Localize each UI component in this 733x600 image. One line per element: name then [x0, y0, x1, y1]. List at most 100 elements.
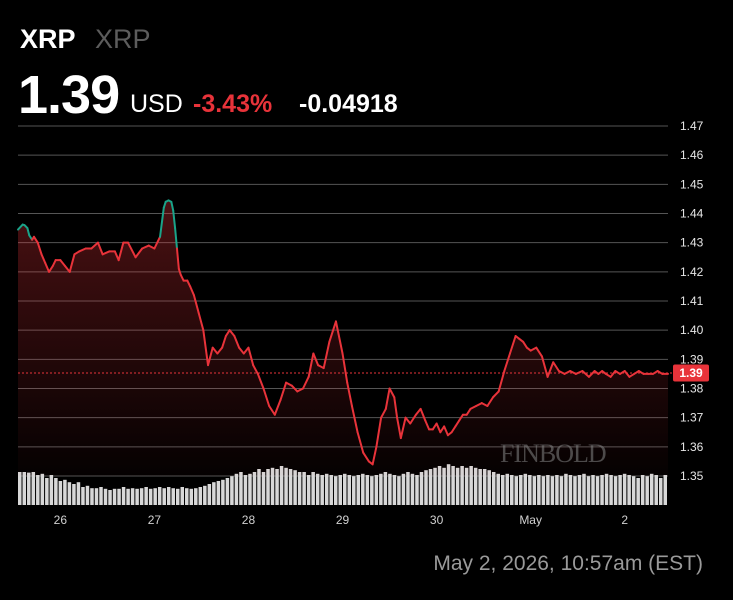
- volume-bar: [315, 473, 320, 505]
- volume-bar: [365, 475, 370, 505]
- price-segment: [350, 405, 359, 434]
- y-tick-label: 1.35: [680, 469, 704, 483]
- volume-bar: [379, 473, 383, 505]
- volume-bar: [112, 488, 117, 505]
- volume-bar: [175, 488, 180, 505]
- volume-bar: [442, 467, 446, 505]
- price-segment: [242, 346, 250, 355]
- volume-bar: [496, 473, 500, 505]
- volume-bar: [302, 472, 306, 505]
- volume-bar: [126, 488, 130, 505]
- volume-bar: [491, 472, 496, 505]
- price-segment: [51, 259, 57, 267]
- price-segment: [141, 244, 150, 250]
- volume-bar: [658, 478, 663, 505]
- volume-bar: [532, 476, 537, 505]
- volume-bar: [559, 476, 564, 505]
- price-segment: [503, 352, 511, 372]
- volume-bar: [469, 466, 473, 505]
- volume-bar: [49, 475, 54, 505]
- volume-bar: [329, 475, 333, 505]
- price-segment: [247, 346, 255, 367]
- volume-bar: [505, 473, 510, 505]
- price-segment: [424, 419, 431, 431]
- volume-bar: [433, 467, 437, 505]
- price-segment: [159, 206, 165, 238]
- asset-name: XRP: [95, 24, 151, 54]
- volume-bar: [473, 467, 478, 505]
- price-segment: [414, 407, 422, 416]
- volume-bar: [343, 473, 347, 505]
- volume-bar: [139, 488, 144, 505]
- last-price-marker: 1.39: [673, 364, 709, 382]
- price-segment: [435, 422, 442, 434]
- price-segment: [535, 346, 543, 358]
- volume-bar: [284, 467, 288, 505]
- price-segment: [147, 244, 156, 250]
- volume-bar: [352, 476, 356, 505]
- volume-bar: [582, 473, 586, 505]
- volume-bar: [640, 475, 645, 505]
- price-segment: [175, 247, 180, 270]
- last-price-label: 1.39: [679, 366, 703, 380]
- volume-bar: [189, 488, 194, 505]
- volume-bar: [103, 488, 108, 505]
- price-segment: [475, 402, 483, 407]
- price-segment: [26, 227, 31, 237]
- x-tick-label: 26: [54, 513, 68, 527]
- price-segment: [312, 352, 320, 367]
- price-segment: [90, 241, 99, 250]
- price-area-fill: [18, 200, 668, 476]
- volume-bar: [94, 488, 99, 505]
- volume-bar: [22, 472, 27, 505]
- volume-bar: [649, 473, 654, 505]
- volume-bar: [478, 469, 482, 505]
- price-segment: [497, 370, 506, 393]
- volume-bar: [157, 487, 162, 505]
- volume-bar: [415, 475, 419, 505]
- volume-bar: [555, 475, 559, 505]
- volume-bar: [72, 484, 76, 505]
- volume-bar: [27, 472, 31, 505]
- volume-bar: [153, 488, 157, 505]
- price-segment: [546, 361, 555, 378]
- price-segment: [262, 387, 271, 407]
- volume-bar: [609, 475, 613, 505]
- y-tick-label: 1.45: [680, 177, 704, 191]
- price-segment: [68, 253, 76, 273]
- price-segment: [552, 361, 560, 372]
- volume-bar: [207, 484, 212, 505]
- price-segment: [256, 372, 265, 390]
- price-segment: [581, 370, 590, 378]
- price-segment: [224, 329, 231, 337]
- y-tick-label: 1.47: [680, 119, 704, 133]
- price-segment: [273, 399, 282, 416]
- y-axis: 1.35 1.36 1.37 1.38 1.39 1.40 1.41 1.42 1.43 1.44…: [680, 119, 704, 483]
- volume-bar: [568, 475, 573, 505]
- volume-bar: [171, 488, 175, 505]
- volume-bar: [108, 490, 112, 505]
- volume-bar: [18, 472, 22, 505]
- y-tick-label: 1.46: [680, 148, 704, 162]
- y-tick-label: 1.43: [680, 236, 704, 250]
- volume-bar: [333, 476, 338, 505]
- volume-bar: [275, 469, 279, 505]
- volume-bar: [410, 473, 415, 505]
- volume-bar: [162, 488, 166, 505]
- price-segment: [207, 346, 214, 367]
- price-segment: [529, 346, 538, 352]
- volume-bar: [198, 487, 203, 505]
- volume-bar: [85, 485, 90, 505]
- price-segment: [189, 285, 195, 297]
- price-segment: [356, 431, 365, 454]
- price-segment: [486, 396, 495, 407]
- y-tick-label: 1.40: [680, 323, 704, 337]
- price-segment: [540, 355, 549, 378]
- volume-bar: [239, 472, 243, 505]
- change-absolute: -0.04918: [299, 90, 398, 118]
- volume-bar: [663, 475, 667, 505]
- price-segment: [508, 335, 517, 355]
- price-segment: [609, 370, 617, 378]
- volume-bar: [297, 472, 302, 505]
- volume-bar: [99, 487, 103, 505]
